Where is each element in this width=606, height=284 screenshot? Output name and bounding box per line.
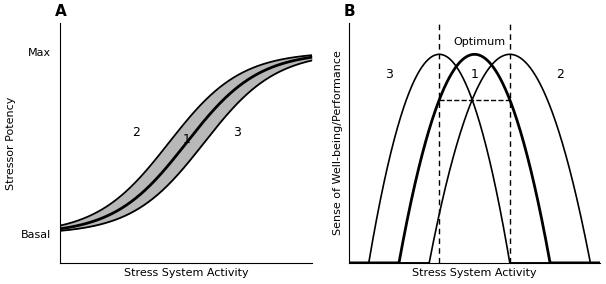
Text: B: B [344,4,355,19]
Text: Optimum: Optimum [453,37,505,47]
Text: 1: 1 [471,68,479,81]
X-axis label: Stress System Activity: Stress System Activity [412,268,537,278]
Text: 2: 2 [132,126,140,139]
Y-axis label: Sense of Well-being/Performance: Sense of Well-being/Performance [333,51,343,235]
Text: 3: 3 [385,68,393,81]
X-axis label: Stress System Activity: Stress System Activity [124,268,248,278]
Text: 3: 3 [233,126,241,139]
Text: 2: 2 [556,68,564,81]
Y-axis label: Stressor Potency: Stressor Potency [5,96,16,190]
Text: 1: 1 [182,133,190,146]
Text: A: A [55,4,67,19]
